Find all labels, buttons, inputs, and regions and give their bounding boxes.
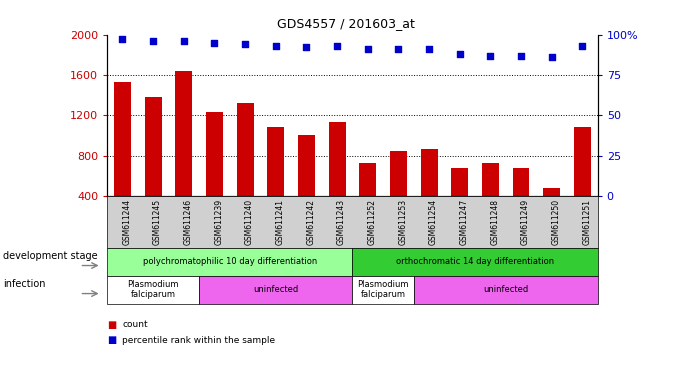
Point	[301, 45, 312, 51]
Bar	[451, 168, 468, 236]
Point	[178, 38, 189, 44]
Text: GSM611252: GSM611252	[368, 199, 377, 245]
Bar	[298, 136, 315, 236]
Point	[485, 53, 496, 59]
Text: GSM611241: GSM611241	[276, 199, 285, 245]
Bar	[267, 127, 284, 236]
Bar	[359, 162, 376, 236]
Text: GSM611239: GSM611239	[214, 199, 223, 245]
Point	[393, 46, 404, 52]
Text: ■: ■	[107, 335, 116, 345]
Point	[362, 46, 373, 52]
Text: GDS4557 / 201603_at: GDS4557 / 201603_at	[276, 17, 415, 30]
Bar	[574, 127, 591, 236]
Text: ■: ■	[107, 320, 116, 330]
Text: GSM611250: GSM611250	[551, 199, 560, 245]
Text: development stage: development stage	[3, 251, 98, 261]
Text: percentile rank within the sample: percentile rank within the sample	[122, 336, 276, 345]
Text: GSM611244: GSM611244	[122, 199, 131, 245]
Bar	[206, 112, 223, 236]
Text: GSM611253: GSM611253	[399, 199, 408, 245]
Point	[424, 46, 435, 52]
Bar	[144, 97, 162, 236]
Point	[515, 53, 527, 59]
Text: GSM611254: GSM611254	[429, 199, 438, 245]
Point	[577, 43, 588, 49]
Point	[117, 36, 128, 43]
Point	[240, 41, 251, 47]
Text: polychromatophilic 10 day differentiation: polychromatophilic 10 day differentiatio…	[142, 257, 317, 266]
Point	[270, 43, 281, 49]
Text: GSM611247: GSM611247	[460, 199, 468, 245]
Point	[454, 51, 465, 57]
Text: GSM611240: GSM611240	[245, 199, 254, 245]
Bar	[513, 168, 529, 236]
Bar	[390, 152, 407, 236]
Bar	[176, 71, 192, 236]
Text: GSM611242: GSM611242	[306, 199, 315, 245]
Bar	[236, 103, 254, 236]
Text: infection: infection	[3, 279, 46, 289]
Bar	[114, 82, 131, 236]
Bar	[482, 162, 499, 236]
Text: Plasmodium
falciparum: Plasmodium falciparum	[127, 280, 179, 300]
Text: orthochromatic 14 day differentiation: orthochromatic 14 day differentiation	[396, 257, 554, 266]
Bar	[421, 149, 437, 236]
Text: count: count	[122, 320, 148, 329]
Point	[332, 43, 343, 49]
Text: GSM611249: GSM611249	[521, 199, 530, 245]
Text: GSM611243: GSM611243	[337, 199, 346, 245]
Text: uninfected: uninfected	[483, 285, 529, 294]
Point	[209, 40, 220, 46]
Text: GSM611251: GSM611251	[583, 199, 591, 245]
Point	[546, 54, 557, 60]
Text: Plasmodium
falciparum: Plasmodium falciparum	[357, 280, 409, 300]
Text: GSM611248: GSM611248	[491, 199, 500, 245]
Text: GSM611245: GSM611245	[153, 199, 162, 245]
Text: uninfected: uninfected	[253, 285, 299, 294]
Bar	[329, 122, 346, 236]
Bar	[543, 188, 560, 236]
Point	[148, 38, 159, 44]
Text: GSM611246: GSM611246	[184, 199, 193, 245]
